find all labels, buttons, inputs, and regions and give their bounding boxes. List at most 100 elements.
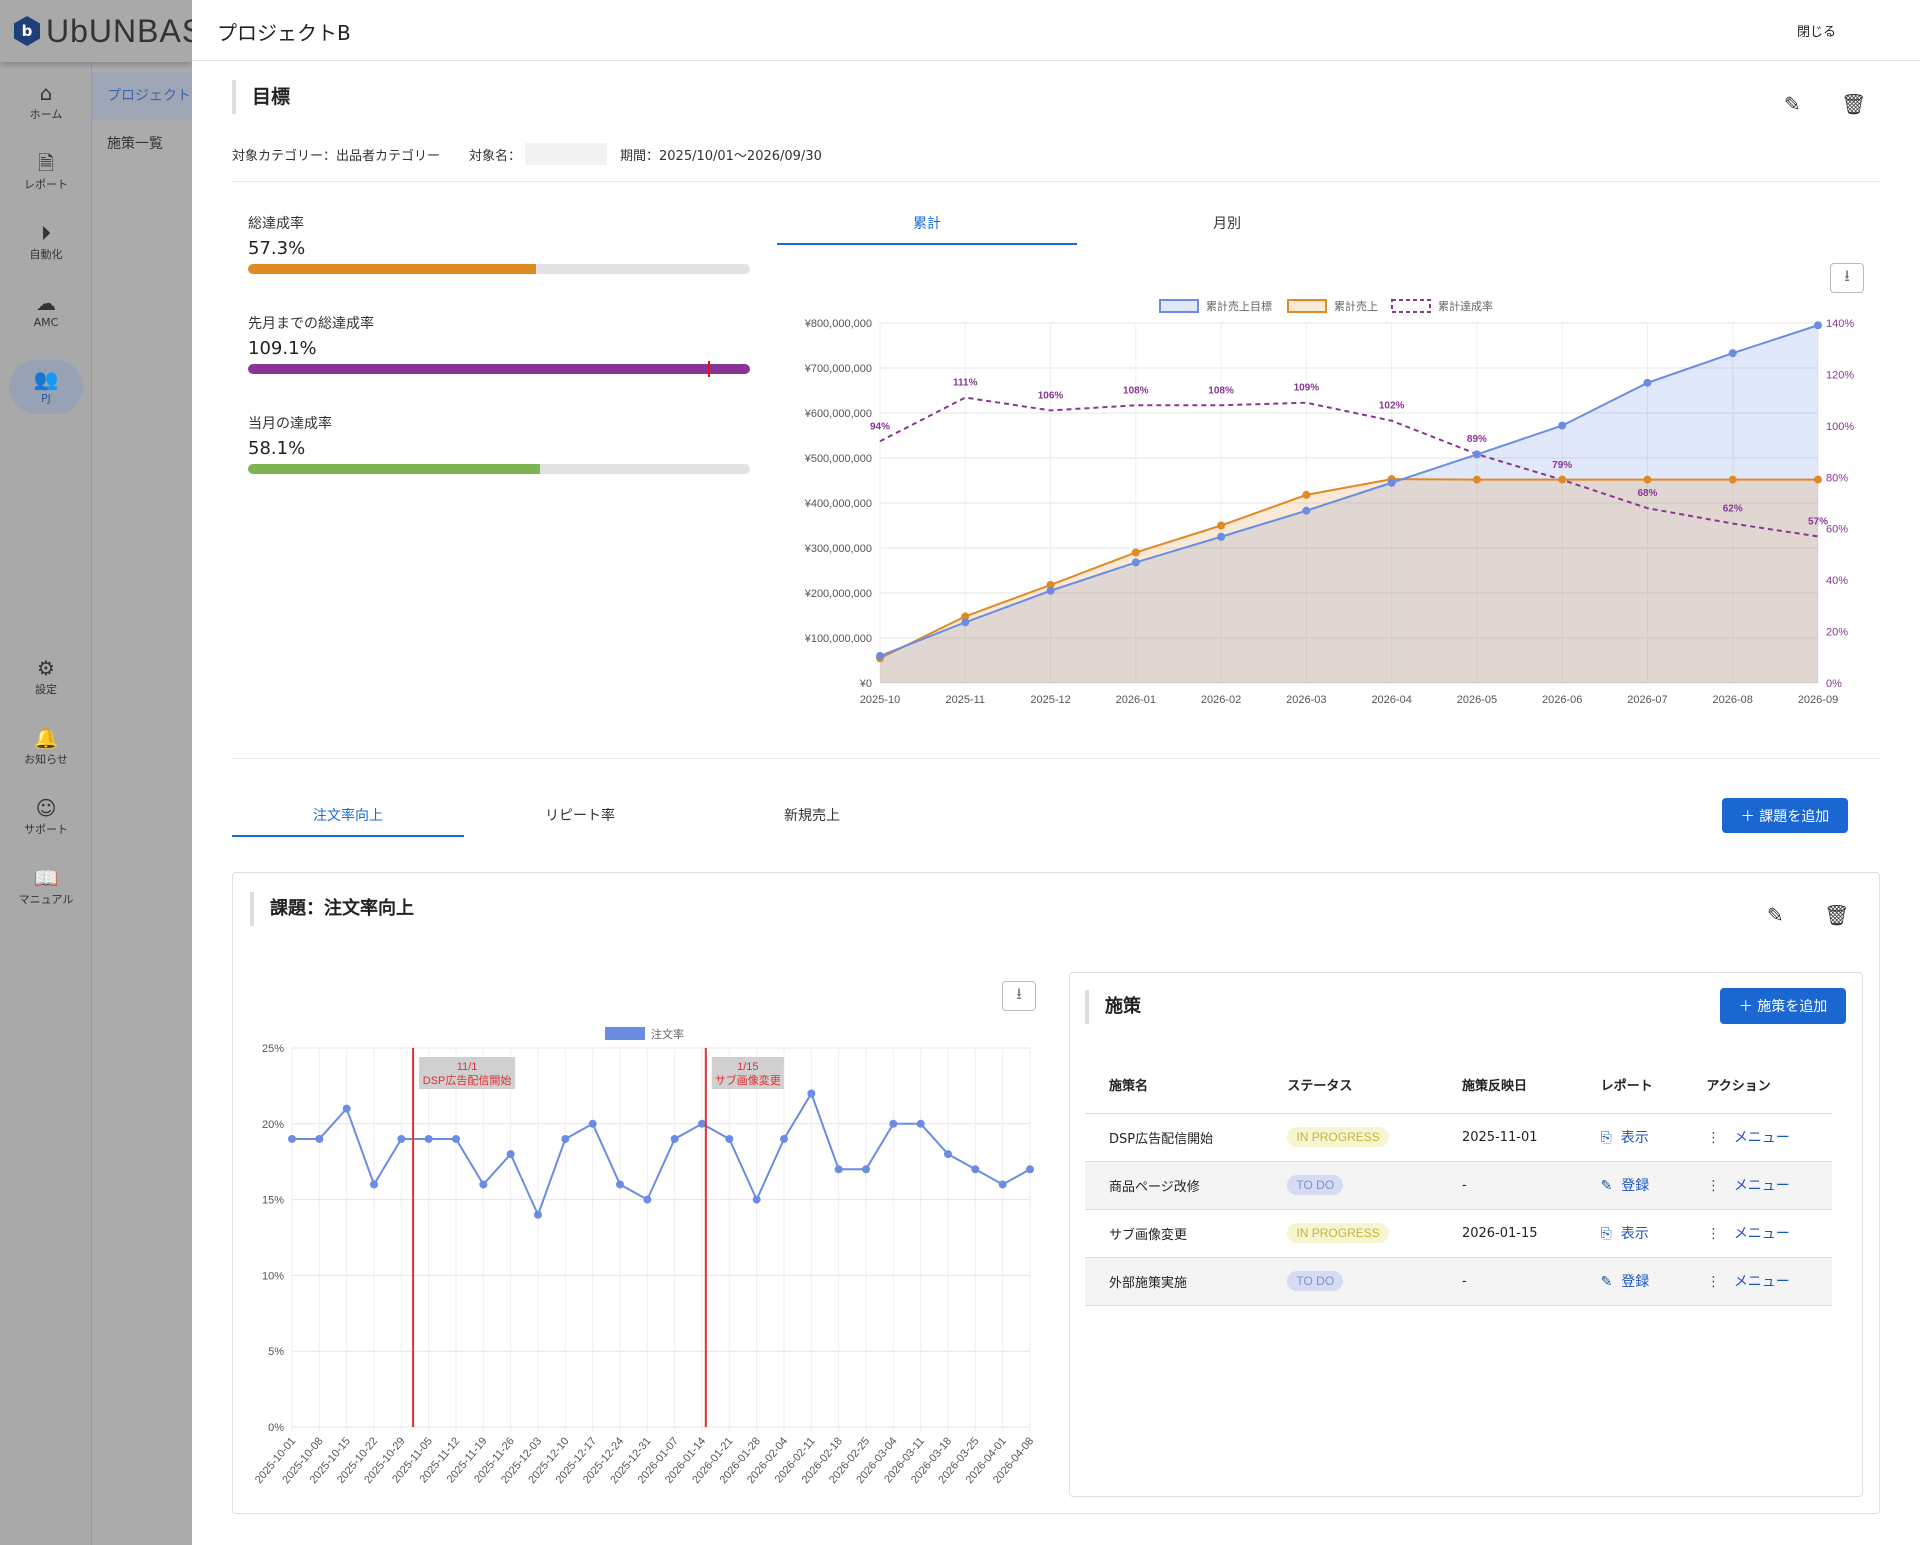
actual-point	[1131, 548, 1140, 557]
column-header: レポート	[1576, 1057, 1683, 1114]
more-vert-icon: ⋮	[1706, 1274, 1721, 1290]
nav-label: サポート	[24, 823, 68, 836]
x-tick-label: 2026-06	[1542, 694, 1582, 706]
nav-manual[interactable]: 📖 マニュアル	[0, 865, 92, 907]
add-measure-button[interactable]: ＋ 施策を追加	[1720, 988, 1846, 1024]
download-chart-button[interactable]: ⭳	[1830, 263, 1864, 293]
download-icon: ⭳	[1016, 983, 1022, 1003]
stat-value: 58.1%	[248, 438, 306, 459]
actual-point	[1472, 475, 1481, 484]
submenu-project-management[interactable]: プロジェクト管理	[92, 72, 192, 120]
edit-icon[interactable]: ✎	[1784, 92, 1801, 116]
target-point	[876, 652, 884, 660]
tab-cumulative[interactable]: 累計	[777, 203, 1077, 245]
issue-card	[232, 872, 1880, 1514]
nav-report[interactable]: 🗎 レポート	[0, 150, 92, 192]
row-menu-button[interactable]: ⋮ メニュー	[1706, 1178, 1789, 1194]
nav-home[interactable]: ⌂ ホーム	[0, 80, 92, 122]
target-point	[1302, 506, 1311, 515]
more-vert-icon: ⋮	[1706, 1226, 1721, 1242]
order-rate-point	[834, 1165, 843, 1174]
panel-header: プロジェクトB 閉じる	[192, 0, 1920, 61]
tab-new-sales[interactable]: 新規売上	[784, 808, 840, 824]
tab-order-rate[interactable]: 注文率向上	[232, 795, 464, 837]
rate-line	[879, 396, 1819, 538]
actual-point	[961, 612, 970, 621]
nav-label: レポート	[24, 178, 68, 191]
tab-repeat-rate[interactable]: リピート率	[545, 808, 615, 824]
target-point	[1387, 478, 1396, 487]
submenu-measures-list[interactable]: 施策一覧	[107, 136, 163, 152]
nav-support[interactable]: ☺ サポート	[0, 795, 92, 837]
nav-label: PJ	[41, 392, 51, 405]
rate-data-label: 62%	[1723, 504, 1743, 515]
nav-automation[interactable]: ⏵ 自動化	[0, 220, 92, 262]
measure-name: 商品ページ改修	[1085, 1161, 1264, 1210]
column-header: ステータス	[1263, 1057, 1438, 1114]
legend-label: 累計売上目標	[1206, 299, 1272, 313]
table-row: DSP広告配信開始 IN PROGRESS 2025-11-01 ⎘ 表示 ⋮ …	[1085, 1113, 1832, 1162]
menu-label: メニュー	[1733, 1130, 1790, 1146]
order-rate-point	[725, 1134, 734, 1143]
report-icon: 🗎	[37, 151, 55, 175]
nav-settings[interactable]: ⚙ 設定	[0, 655, 92, 697]
rate-data-label: 108%	[1208, 385, 1234, 396]
delete-issue-icon[interactable]: 🗑	[1824, 903, 1850, 927]
y-tick-label-right: 80%	[1826, 472, 1848, 484]
close-button[interactable]: 閉じる	[1797, 25, 1837, 40]
nav-amc[interactable]: ☁ AMC	[0, 290, 92, 329]
annotation-date: 1/15	[737, 1061, 758, 1073]
rate-data-label: 109%	[1294, 383, 1320, 394]
download-order-chart-button[interactable]: ⭳	[1002, 981, 1036, 1011]
order-rate-point	[452, 1134, 460, 1143]
nav-notifications[interactable]: 🔔 お知らせ	[0, 725, 92, 767]
menu-label: メニュー	[1733, 1226, 1790, 1242]
nav-label: お知らせ	[24, 753, 68, 766]
legend-label: 累計売上	[1334, 299, 1378, 313]
column-header: 施策名	[1085, 1057, 1264, 1114]
tab-monthly[interactable]: 月別	[1213, 216, 1241, 232]
order-rate-point	[998, 1180, 1007, 1189]
y-tick-label-right: 100%	[1826, 421, 1854, 433]
status-badge: TO DO	[1287, 1175, 1344, 1195]
target-point	[1131, 558, 1140, 567]
nav-label: AMC	[33, 316, 59, 329]
y-tick-label-left: ¥100,000,000	[804, 633, 872, 645]
stat-label: 総達成率	[248, 216, 304, 232]
report-link[interactable]: ⎘ 表示	[1601, 1226, 1649, 1242]
progress-fill	[248, 364, 750, 374]
icon-rail	[0, 0, 92, 1545]
manual-icon: 📖	[33, 866, 59, 890]
status-badge: TO DO	[1287, 1271, 1344, 1291]
report-link-label: 登録	[1621, 1274, 1650, 1290]
add-issue-button[interactable]: ＋ 課題を追加	[1722, 798, 1848, 833]
nav-label: 設定	[35, 683, 57, 696]
report-view-icon: ⎘	[1600, 1226, 1612, 1242]
row-menu-button[interactable]: ⋮ メニュー	[1706, 1226, 1789, 1242]
target-point	[1558, 421, 1567, 430]
report-link[interactable]: ⎘ 表示	[1601, 1130, 1649, 1146]
order-rate-point	[588, 1119, 597, 1128]
automation-icon: ⏵	[41, 221, 51, 245]
row-menu-button[interactable]: ⋮ メニュー	[1706, 1274, 1789, 1290]
nav-pj[interactable]: 👥 PJ	[9, 360, 83, 414]
order-rate-point	[944, 1150, 952, 1159]
x-tick-label: 2025-10	[860, 694, 900, 706]
table-header-row: 施策名 ステータス 施策反映日 レポート アクション	[1085, 1057, 1832, 1114]
x-tick-label: 2026-02	[1201, 694, 1241, 706]
order-rate-point	[616, 1180, 624, 1189]
y-tick-label: 15%	[262, 1195, 284, 1207]
table-row: 外部施策実施 TO DO - ✎ 登録 ⋮ メニュー	[1085, 1257, 1832, 1306]
edit-issue-icon[interactable]: ✎	[1767, 903, 1784, 927]
delete-icon[interactable]: 🗑	[1841, 92, 1867, 116]
report-link[interactable]: ✎ 登録	[1601, 1178, 1650, 1194]
table-row: サブ画像変更 IN PROGRESS 2026-01-15 ⎘ 表示 ⋮ メニュ…	[1085, 1209, 1832, 1258]
actual-point	[1643, 475, 1652, 484]
stat-progress-bar	[248, 264, 750, 274]
y-tick-label-left: ¥800,000,000	[804, 318, 872, 330]
legend-label: 注文率	[651, 1027, 684, 1041]
actual-point	[1302, 490, 1311, 499]
report-link[interactable]: ✎ 登録	[1601, 1274, 1650, 1290]
submenu	[92, 62, 192, 1545]
row-menu-button[interactable]: ⋮ メニュー	[1706, 1130, 1789, 1146]
